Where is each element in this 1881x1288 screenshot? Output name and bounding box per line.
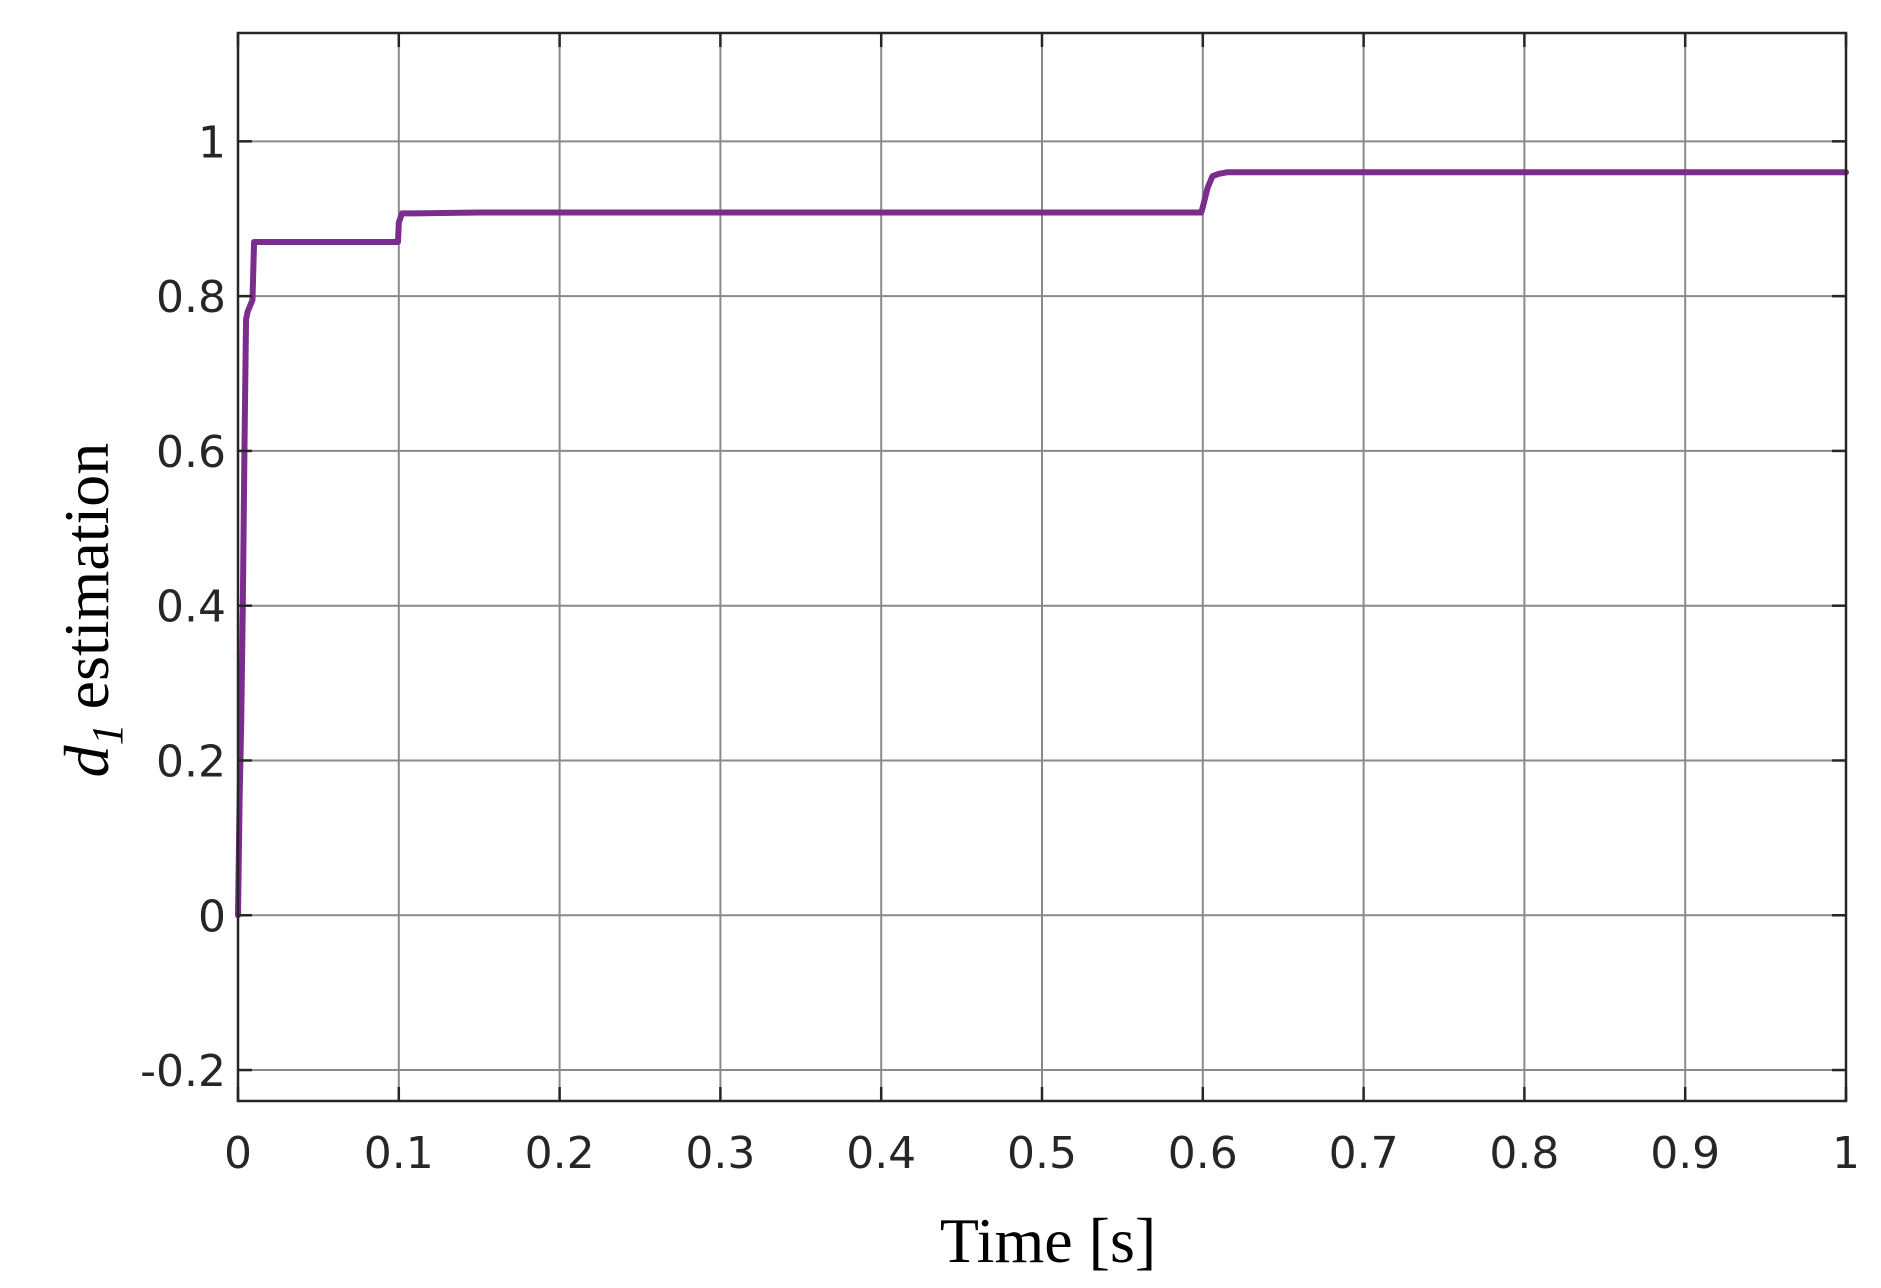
x-tick-label: 0.9 [1650, 1128, 1720, 1179]
x-tick-label: 0.8 [1489, 1128, 1559, 1179]
x-tick-label: 0.6 [1168, 1128, 1238, 1179]
x-tick-label: 0.1 [364, 1128, 434, 1179]
y-tick-label: -0.2 [140, 1046, 226, 1097]
y-axis-label-subscript: 1 [83, 723, 132, 745]
x-tick-label: 0 [224, 1128, 252, 1179]
y-tick-label: 0.6 [156, 427, 226, 478]
x-axis-label: Time [s] [940, 1205, 1156, 1276]
y-tick-label: 0.2 [156, 736, 226, 787]
x-tick-label: 0.5 [1007, 1128, 1077, 1179]
y-axis-ticks: -0.2 0 0.2 0.4 0.6 0.8 1 [140, 117, 1846, 1097]
y-tick-label: 0 [198, 891, 226, 942]
y-axis-label-text: estimation [51, 443, 122, 710]
y-tick-label: 0.8 [156, 272, 226, 323]
x-tick-label: 0.7 [1329, 1128, 1399, 1179]
x-tick-label: 0.3 [685, 1128, 755, 1179]
y-tick-label: 0.4 [156, 582, 226, 633]
series-layer [235, 169, 1849, 919]
y-tick-label: 1 [198, 117, 226, 168]
x-tick-label: 0.2 [525, 1128, 595, 1179]
x-tick-label: 1 [1832, 1128, 1860, 1179]
x-axis-ticks: 0 0.1 0.2 0.3 0.4 0.5 0.6 0.7 0.8 0.9 1 [224, 33, 1860, 1179]
y-axis-label-symbol: d [51, 744, 122, 777]
series-line [235, 169, 1849, 919]
x-tick-label: 0.4 [846, 1128, 916, 1179]
y-axis-label: d1 estimation [51, 443, 132, 778]
